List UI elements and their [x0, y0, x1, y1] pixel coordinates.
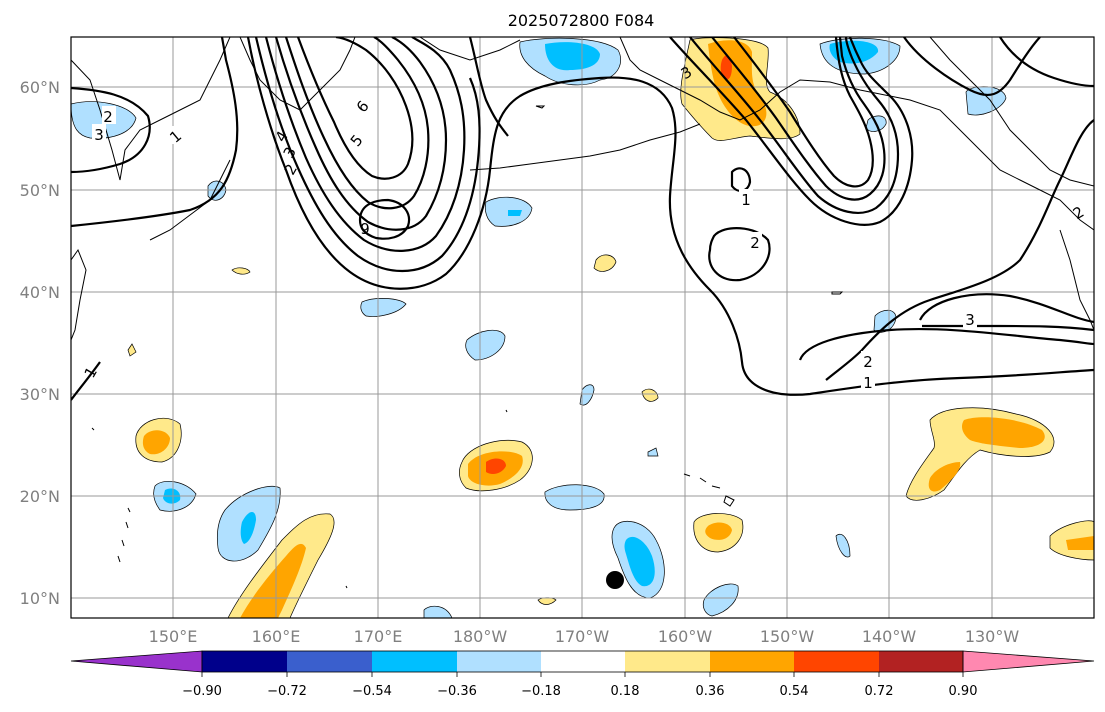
colorbar-segment: [710, 651, 794, 672]
plot-area: 2 1 3 4 3 2 6 5 6 3 1 2 2 3 1 2 1: [71, 37, 1094, 618]
colorbar-tick-label: −0.90: [182, 684, 222, 699]
colorbar-tick-label: 0.36: [696, 684, 725, 699]
colorbar-segment: [625, 651, 710, 672]
contour-west-top: [71, 37, 239, 228]
shade-pos-west-orange: [142, 430, 170, 455]
colorbar-segment: [372, 651, 457, 672]
shade-pos-hawaii-orange: [705, 522, 732, 540]
colorbar-tick-label: 0.18: [611, 684, 640, 699]
shade-pos-east-orange2: [928, 462, 961, 492]
colorbar-tick-label: −0.36: [437, 684, 477, 699]
lat-tick-label: 10°N: [20, 589, 60, 608]
contour-label: 1: [741, 191, 751, 209]
shade-neg-bering-core: [545, 42, 600, 71]
shade-pos-east-edge-orange: [1066, 536, 1094, 550]
lat-axis: 60°N 50°N 40°N 30°N 20°N 10°N: [20, 78, 60, 608]
map-title: 2025072800 F084: [508, 11, 655, 30]
contour-label: 1: [863, 374, 873, 392]
contour-label: 6: [360, 219, 370, 237]
shade-neg-blue-small: [508, 210, 522, 216]
lon-tick-label: 170°W: [555, 627, 610, 646]
lon-tick-label: 160°W: [658, 627, 713, 646]
contour-label: 2: [863, 353, 873, 371]
colorbar-tick-label: −0.54: [352, 684, 392, 699]
station-marker: [606, 571, 624, 589]
contour-east-3: [919, 293, 1094, 324]
lon-tick-label: 150°W: [760, 627, 815, 646]
lon-tick-label: 160°E: [252, 627, 301, 646]
gridlines: [71, 37, 1094, 618]
shade-neg-blue-core2: [624, 536, 655, 587]
contours: [71, 37, 1094, 401]
contour-label: 2: [750, 234, 760, 252]
lon-tick-label: 150°E: [149, 627, 198, 646]
contour-east-2: [798, 327, 1094, 361]
lat-tick-label: 20°N: [20, 487, 60, 506]
lat-tick-label: 30°N: [20, 385, 60, 404]
colorbar: −0.90 −0.72 −0.54 −0.36 −0.18 0.18 0.36 …: [70, 650, 1095, 699]
colorbar-segment: [794, 651, 879, 672]
shade-pos-alaska-red: [720, 55, 732, 80]
lat-tick-label: 60°N: [20, 78, 60, 97]
coast-kamchatka-asia: [71, 37, 231, 181]
colorbar-tick-label: 0.72: [865, 684, 894, 699]
colorbar-segment: [457, 651, 541, 672]
coast-aleutians: [469, 123, 701, 171]
plot-frame: [70, 36, 1095, 619]
colorbar-extend-low: [70, 650, 203, 673]
lon-tick-label: 170°E: [354, 627, 403, 646]
colorbar-tick-label: 0.90: [949, 684, 978, 699]
colorbar-segment: [287, 651, 372, 672]
colorbar-tick-label: 0.54: [780, 684, 809, 699]
contour-west-low: [246, 37, 1094, 396]
contour-label: 3: [94, 126, 104, 144]
contour-label: 2: [103, 108, 113, 126]
lon-tick-label: 140°W: [862, 627, 917, 646]
contour-label: 3: [965, 311, 975, 329]
colorbar-segment: [879, 651, 963, 672]
colorbar-segment: [202, 651, 287, 672]
colorbar-tick-label: −0.72: [267, 684, 307, 699]
contour-east-trough: [669, 37, 914, 226]
colorbar-segment: [541, 651, 625, 672]
lat-tick-label: 50°N: [20, 181, 60, 200]
lon-tick-label: 130°W: [965, 627, 1020, 646]
coast-hawaii: [683, 473, 735, 507]
contour-closed-2: [708, 227, 771, 282]
shade-neg-blue-strip: [240, 511, 256, 544]
shade-pos-sw-orange: [240, 543, 306, 618]
lat-tick-label: 40°N: [20, 283, 60, 302]
lon-axis: 150°E 160°E 170°E 180°W 170°W 160°W 150°…: [149, 627, 1020, 646]
colorbar-tick-label: −0.18: [521, 684, 561, 699]
shade-pos-east-orange: [962, 417, 1045, 448]
lon-tick-label: 180°W: [453, 627, 508, 646]
shade-pos-central-red: [486, 458, 506, 474]
colorbar-extend-high: [962, 650, 1095, 673]
contour-low-center: [358, 198, 411, 240]
